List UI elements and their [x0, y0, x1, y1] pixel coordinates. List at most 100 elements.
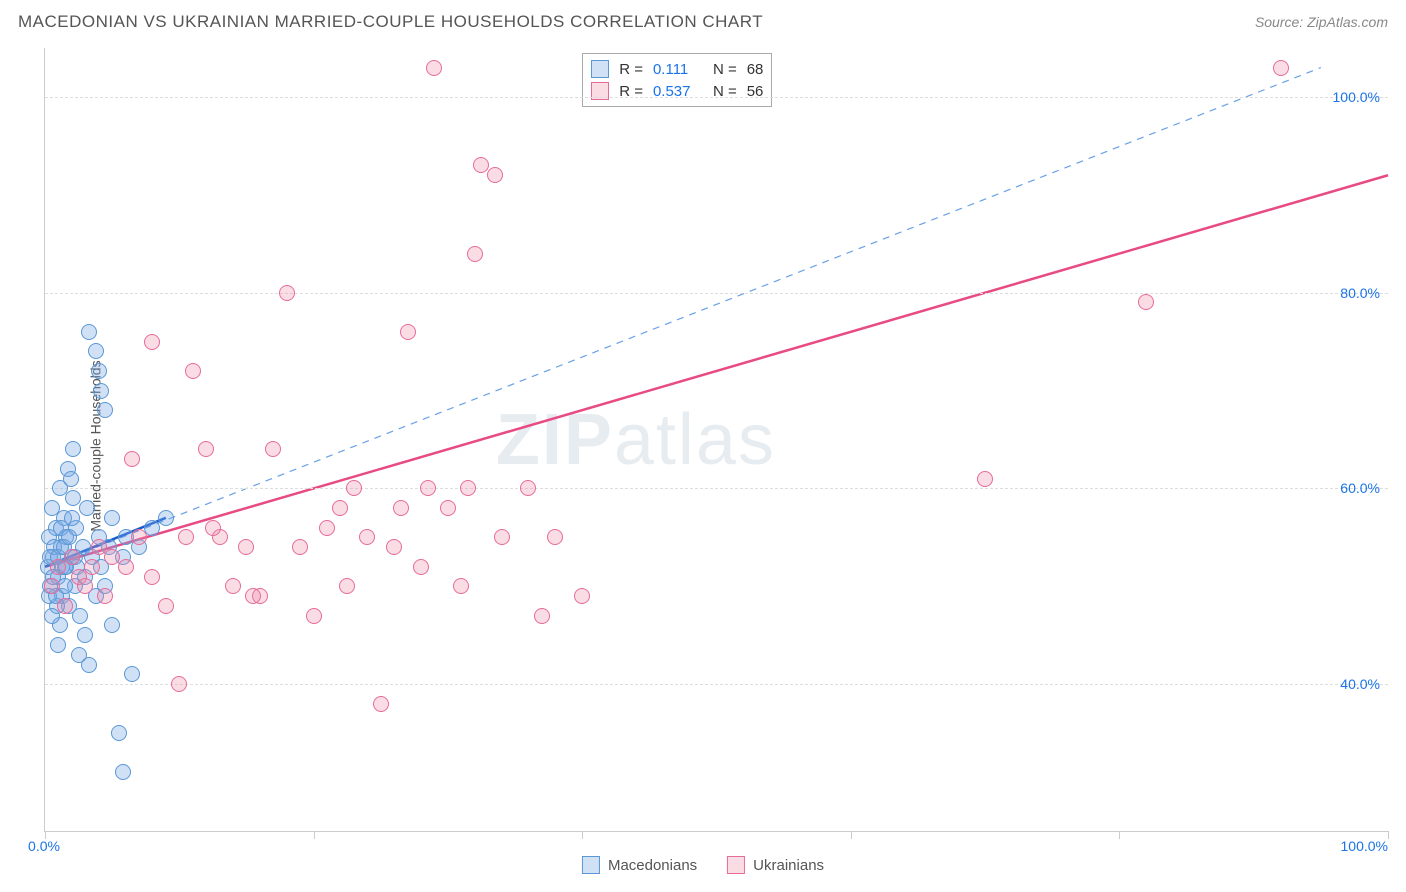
macedonians-point	[71, 647, 87, 663]
ukrainians-point	[265, 441, 281, 457]
x-tick-label-left: 0.0%	[28, 838, 60, 854]
ukrainians-point	[534, 608, 550, 624]
ukrainians-point	[44, 578, 60, 594]
ukrainians-point	[574, 588, 590, 604]
ukrainians-point	[238, 539, 254, 555]
ukrainians-point	[413, 559, 429, 575]
legend-label: Macedonians	[608, 857, 697, 874]
ukrainians-point	[64, 549, 80, 565]
macedonians-point	[104, 510, 120, 526]
macedonians-point	[79, 500, 95, 516]
ukrainians-point	[494, 529, 510, 545]
x-tick	[851, 831, 852, 839]
ukrainians-point	[547, 529, 563, 545]
ukrainians-point	[158, 598, 174, 614]
r-value: 0.111	[653, 61, 703, 78]
ukrainians-point	[440, 500, 456, 516]
ukrainians-point	[346, 480, 362, 496]
ukrainians-point	[144, 569, 160, 585]
ukrainians-point	[977, 471, 993, 487]
macedonians-point	[104, 617, 120, 633]
ukrainians-point	[178, 529, 194, 545]
gridline	[45, 293, 1388, 294]
ukrainians-point	[245, 588, 261, 604]
n-value: 68	[747, 61, 764, 78]
x-tick	[1388, 831, 1389, 839]
ukrainians-point	[487, 167, 503, 183]
macedonians-point	[65, 441, 81, 457]
macedonians-point	[72, 608, 88, 624]
macedonians-point	[111, 725, 127, 741]
macedonians-point	[91, 363, 107, 379]
macedonians-point	[81, 324, 97, 340]
x-tick	[314, 831, 315, 839]
ukrainians-point	[171, 676, 187, 692]
ukrainians-point	[97, 588, 113, 604]
x-tick	[582, 831, 583, 839]
ukrainians-point	[319, 520, 335, 536]
ukrainians-point	[279, 285, 295, 301]
legend-label: Ukrainians	[753, 857, 824, 874]
ukrainians-point	[386, 539, 402, 555]
ukrainians-point	[144, 334, 160, 350]
ukrainians-point	[205, 520, 221, 536]
ukrainians-point	[520, 480, 536, 496]
ukrainians-point	[1138, 294, 1154, 310]
macedonians-point	[50, 637, 66, 653]
ukrainians-point	[400, 324, 416, 340]
ukrainians-point	[339, 578, 355, 594]
macedonians-point	[124, 666, 140, 682]
source-label: Source: ZipAtlas.com	[1255, 14, 1388, 30]
ukrainians-point	[131, 529, 147, 545]
ukrainians-point	[118, 559, 134, 575]
ukrainians-point	[84, 559, 100, 575]
y-tick-label: 60.0%	[1340, 480, 1380, 496]
ukrainians-point	[453, 578, 469, 594]
watermark: ZIPatlas	[496, 399, 776, 481]
ukrainians-point	[50, 559, 66, 575]
ukrainians-point	[426, 60, 442, 76]
r-label: R =	[619, 61, 643, 78]
ukrainians-point	[292, 539, 308, 555]
macedonians-point	[88, 343, 104, 359]
macedonians-point	[97, 402, 113, 418]
macedonians-point	[44, 608, 60, 624]
legend-item: Macedonians	[582, 856, 697, 874]
gridline	[45, 97, 1388, 98]
ukrainians-point	[420, 480, 436, 496]
chart-plot-area: ZIPatlas R = 0.111 N = 68 R =0.537N =56 40.0…	[44, 48, 1388, 832]
ukrainians-point	[1273, 60, 1289, 76]
n-label: N =	[713, 61, 737, 78]
macedonians-point	[61, 529, 77, 545]
chart-title: MACEDONIAN VS UKRAINIAN MARRIED-COUPLE H…	[18, 12, 763, 32]
gridline	[45, 488, 1388, 489]
y-tick-label: 40.0%	[1340, 676, 1380, 692]
trend-lines-layer	[45, 48, 1388, 831]
ukrainians-point	[77, 578, 93, 594]
ukrainians-point	[306, 608, 322, 624]
stats-legend-box: R = 0.111 N = 68 R =0.537N =56	[582, 53, 772, 107]
ukrainians-point	[393, 500, 409, 516]
macedonians-point	[64, 510, 80, 526]
macedonians-point	[93, 383, 109, 399]
macedonians-point	[63, 471, 79, 487]
pink-swatch-icon	[727, 856, 745, 874]
x-tick	[1119, 831, 1120, 839]
legend-item: Ukrainians	[727, 856, 824, 874]
macedonians-point	[77, 627, 93, 643]
blue-swatch-icon	[591, 60, 609, 78]
macedonians-point	[144, 520, 160, 536]
stats-row: R = 0.111 N = 68	[591, 58, 763, 80]
stats-row: R =0.537N =56	[591, 80, 763, 102]
ukrainians-point	[359, 529, 375, 545]
ukrainians-point	[198, 441, 214, 457]
y-tick-label: 100.0%	[1333, 89, 1380, 105]
ukrainians-point	[467, 246, 483, 262]
blue-swatch-icon	[582, 856, 600, 874]
series-legend: Macedonians Ukrainians	[582, 856, 824, 874]
ukrainians-point	[57, 598, 73, 614]
ukrainians-point	[332, 500, 348, 516]
ukrainians-point	[373, 696, 389, 712]
gridline	[45, 684, 1388, 685]
y-tick-label: 80.0%	[1340, 285, 1380, 301]
